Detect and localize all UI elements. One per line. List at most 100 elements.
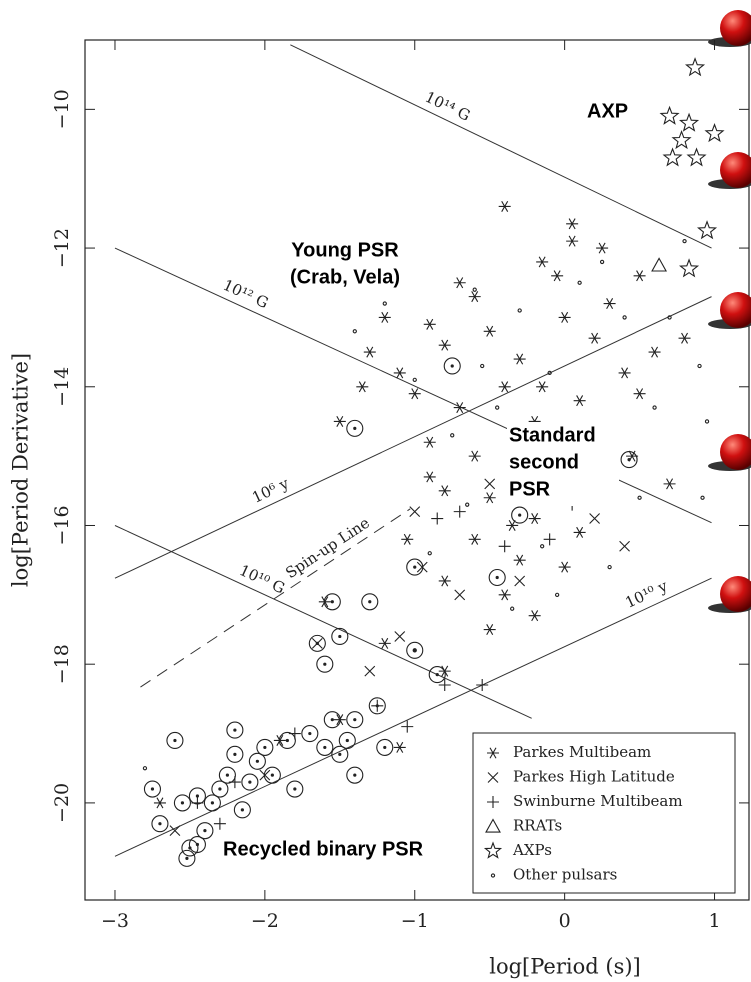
point	[312, 638, 322, 648]
point	[334, 416, 346, 426]
point	[514, 354, 526, 364]
point	[701, 496, 704, 499]
binary-center	[218, 787, 221, 790]
binary-center	[338, 753, 341, 756]
binary-center	[346, 739, 349, 742]
point	[371, 700, 383, 712]
point	[469, 451, 481, 461]
point	[608, 565, 611, 568]
point	[394, 368, 406, 378]
point	[620, 541, 630, 551]
point	[424, 437, 436, 447]
point	[484, 624, 496, 634]
binary-center	[173, 739, 176, 742]
red-sphere	[708, 292, 751, 329]
point	[439, 576, 451, 586]
point	[229, 776, 241, 788]
point	[170, 826, 180, 836]
point	[214, 818, 226, 830]
point	[664, 479, 676, 489]
point	[623, 316, 626, 319]
point	[544, 533, 556, 545]
point	[454, 506, 466, 518]
point	[536, 257, 548, 267]
binary-center	[368, 600, 371, 603]
point	[469, 291, 481, 301]
point	[379, 638, 391, 648]
point	[484, 326, 496, 336]
binary-center	[413, 565, 416, 568]
annotation: (Crab, Vela)	[290, 266, 400, 288]
chart: log[Period (s)] log[Period Derivative] −…	[0, 0, 751, 982]
binary-center	[308, 732, 311, 735]
binary-center	[338, 635, 341, 638]
reference-line	[115, 297, 712, 579]
binary-center	[151, 787, 154, 790]
point	[424, 319, 436, 329]
binary-center	[436, 673, 439, 676]
binary-center	[496, 576, 499, 579]
binary-center	[518, 513, 521, 516]
point	[401, 534, 413, 544]
point	[413, 378, 416, 381]
point	[649, 347, 661, 357]
binary-center	[226, 774, 229, 777]
point	[566, 236, 578, 246]
point	[698, 364, 701, 367]
point	[664, 149, 681, 165]
point	[143, 767, 146, 770]
x-tick-label: 0	[559, 910, 571, 932]
x-tick-label: −1	[401, 910, 429, 932]
y-tick-label: −14	[51, 367, 73, 407]
point	[596, 243, 608, 253]
point	[673, 132, 690, 148]
binary-center	[181, 801, 184, 804]
point	[686, 59, 703, 75]
annotation: second	[509, 451, 579, 473]
reference-line	[290, 45, 711, 248]
annotation: Recycled binary PSR	[223, 838, 424, 860]
point	[428, 552, 431, 555]
line-label: 10¹² G	[220, 276, 271, 312]
point	[424, 472, 436, 482]
y-tick-label: −16	[51, 505, 73, 545]
legend-label: Swinburne Multibeam	[513, 792, 683, 810]
point	[353, 330, 356, 333]
point	[511, 607, 514, 610]
point	[409, 388, 421, 398]
point	[439, 340, 451, 350]
point	[652, 258, 666, 271]
point	[604, 298, 616, 308]
binary-center	[211, 801, 214, 804]
point	[698, 222, 715, 238]
legend-label: AXPs	[512, 841, 552, 859]
red-sphere	[708, 576, 751, 613]
reference-line	[115, 248, 712, 523]
point	[688, 149, 705, 165]
point	[485, 479, 495, 489]
binary-center	[286, 739, 289, 742]
point	[154, 798, 166, 808]
x-tick-label: 1	[708, 910, 720, 932]
point	[439, 679, 451, 691]
binary-center	[233, 753, 236, 756]
x-axis-label: log[Period (s)]	[489, 955, 640, 979]
point	[496, 406, 499, 409]
binary-center	[271, 774, 274, 777]
point	[466, 503, 469, 506]
point	[499, 201, 511, 211]
point	[668, 316, 671, 319]
legend-label: Parkes High Latitude	[513, 768, 675, 786]
binary-center	[203, 829, 206, 832]
point	[578, 281, 581, 284]
decorations	[708, 10, 751, 613]
point	[683, 240, 686, 243]
binary-center	[323, 663, 326, 666]
point	[356, 382, 368, 392]
point	[515, 576, 525, 586]
point	[574, 395, 586, 405]
point	[680, 260, 697, 276]
binary-center	[233, 728, 236, 731]
point	[653, 406, 656, 409]
annotation: AXP	[587, 100, 628, 122]
